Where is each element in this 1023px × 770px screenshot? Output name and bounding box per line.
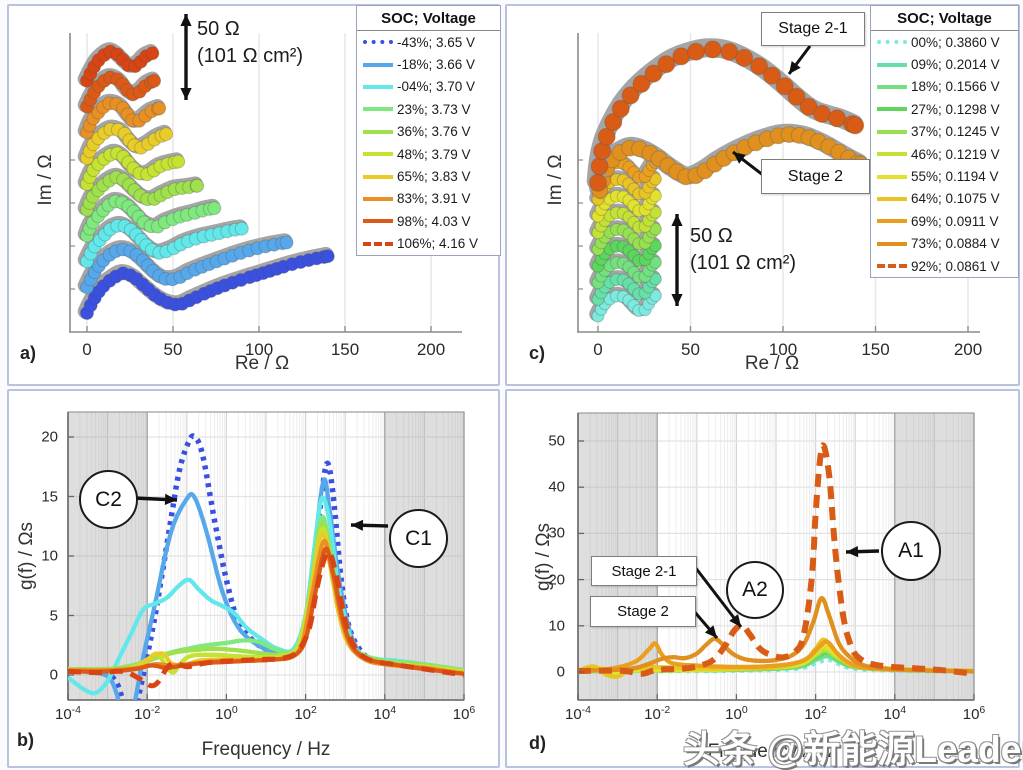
panel-c-xlabel: Re / Ω — [744, 353, 800, 374]
legend-entry-label: 98%; 4.03 V — [397, 213, 471, 229]
legend-line-sample — [877, 152, 907, 157]
panel-d-ylabel: g(f) / Ωs — [533, 522, 554, 592]
legend-entry-label: 18%; 0.1566 V — [911, 79, 1000, 95]
a1-peak-annotation: A1 — [881, 521, 941, 581]
panel-b-xlabel: Frequency / Hz — [201, 739, 331, 760]
legend-entry: 48%; 3.79 V — [357, 143, 500, 165]
legend-line-sample — [363, 84, 393, 89]
panel-a-xlabel: Re / Ω — [234, 353, 290, 374]
stage-2-annotation-box: Stage 2 — [590, 596, 696, 627]
legend-line-sample — [363, 129, 393, 134]
stage-2-annotation-box: Stage 2 — [761, 159, 870, 194]
legend-line-sample — [877, 196, 907, 201]
legend-line-sample — [363, 174, 393, 179]
legend-entry: 73%; 0.0884 V — [871, 233, 1018, 255]
legend-entry: 46%; 0.1219 V — [871, 143, 1018, 165]
legend-entry: -18%; 3.66 V — [357, 53, 500, 75]
legend-line-sample — [363, 241, 393, 246]
legend-line-sample — [877, 62, 907, 67]
legend-entry: -43%; 3.65 V — [357, 31, 500, 53]
legend-entry-label: 83%; 3.91 V — [397, 191, 471, 207]
legend-line-sample — [877, 40, 907, 45]
legend-entry-label: 36%; 3.76 V — [397, 124, 471, 140]
scale-note-line1: 50 Ω — [690, 225, 733, 247]
panel-a-scale-note: 50 Ω (101 Ω cm²) — [197, 16, 303, 70]
legend-line-sample — [363, 219, 393, 224]
legend-title: SOC; Voltage — [357, 6, 500, 31]
legend-entry-label: 55%; 0.1194 V — [911, 169, 999, 185]
legend-entry-label: 73%; 0.0884 V — [911, 236, 1000, 252]
legend-line-sample — [877, 84, 907, 89]
legend-line-sample — [877, 219, 907, 224]
panel-c-letter: c) — [529, 343, 546, 363]
c2-peak-annotation: C2 — [79, 470, 138, 529]
legend-line-sample — [877, 107, 907, 112]
legend-line-sample — [877, 264, 907, 269]
legend-entry-label: 106%; 4.16 V — [397, 236, 479, 252]
scale-note-line1: 50 Ω — [197, 18, 240, 40]
legend-entry-label: -18%; 3.66 V — [397, 57, 476, 73]
panel-d-letter: d) — [529, 733, 546, 753]
legend-entry: 36%; 3.76 V — [357, 121, 500, 143]
legend-line-sample — [363, 40, 393, 45]
legend-entries: -43%; 3.65 V -18%; 3.66 V -04%; 3.70 V 23%;… — [357, 31, 500, 255]
legend-line-sample — [363, 152, 393, 157]
panel-c-ylabel: Im / Ω — [545, 154, 566, 206]
panel-a-ylabel: Im / Ω — [35, 154, 56, 206]
legend-entry-label: 27%; 0.1298 V — [911, 101, 1000, 117]
legend-entry-label: 69%; 0.0911 V — [911, 213, 999, 229]
legend-entry: 37%; 0.1245 V — [871, 121, 1018, 143]
legend-line-sample — [363, 107, 393, 112]
legend-entries: 00%; 0.3860 V 09%; 0.2014 V 18%; 0.1566 V 2… — [871, 31, 1018, 277]
legend-entry: 18%; 0.1566 V — [871, 76, 1018, 98]
legend-entry-label: 23%; 3.73 V — [397, 101, 471, 117]
legend-entry: 69%; 0.0911 V — [871, 210, 1018, 232]
legend-entry: 98%; 4.03 V — [357, 210, 500, 232]
legend-entry: 55%; 0.1194 V — [871, 165, 1018, 187]
legend-line-sample — [877, 241, 907, 246]
legend-entry: 27%; 0.1298 V — [871, 98, 1018, 120]
stage-2-1-annotation-box: Stage 2-1 — [761, 12, 865, 46]
legend-entry-label: 64%; 0.1075 V — [911, 191, 1000, 207]
legend-entry-label: -04%; 3.70 V — [397, 79, 476, 95]
legend-panel-a: SOC; Voltage -43%; 3.65 V -18%; 3.66 V -04… — [356, 5, 501, 256]
legend-entry-label: 00%; 0.3860 V — [911, 34, 1000, 50]
legend-entry-label: 46%; 0.1219 V — [911, 146, 1000, 162]
legend-entry: 106%; 4.16 V — [357, 233, 500, 255]
panel-d-xlabel: Frequency / Hz — [707, 741, 837, 762]
legend-entry: 92%; 0.0861 V — [871, 255, 1018, 277]
panel-a-letter: a) — [20, 343, 37, 363]
legend-entry: -04%; 3.70 V — [357, 76, 500, 98]
legend-entry: 09%; 0.2014 V — [871, 53, 1018, 75]
legend-entry: 23%; 3.73 V — [357, 98, 500, 120]
panel-b-letter: b) — [17, 730, 34, 750]
legend-entry-label: 48%; 3.79 V — [397, 146, 471, 162]
scale-note-line2: (101 Ω cm²) — [197, 45, 304, 67]
legend-panel-c: SOC; Voltage 00%; 0.3860 V 09%; 0.2014 V 1… — [870, 5, 1019, 279]
legend-entry-label: 09%; 0.2014 V — [911, 57, 1000, 73]
legend-line-sample — [877, 129, 907, 134]
a2-peak-annotation: A2 — [726, 561, 784, 619]
panel-b-ylabel: g(f) / Ωs — [16, 521, 37, 591]
legend-entry-label: 65%; 3.83 V — [397, 169, 471, 185]
legend-entry: 65%; 3.83 V — [357, 165, 500, 187]
legend-entry: 83%; 3.91 V — [357, 188, 500, 210]
legend-line-sample — [877, 174, 907, 179]
legend-entry-label: 37%; 0.1245 V — [911, 124, 1000, 140]
legend-line-sample — [363, 62, 393, 67]
watermark-text: 头条 @新能源Leader — [683, 729, 1023, 770]
panel-c-scale-note: 50 Ω (101 Ω cm²) — [690, 223, 796, 277]
legend-entry: 64%; 0.1075 V — [871, 188, 1018, 210]
legend-entry-label: -43%; 3.65 V — [397, 34, 476, 50]
legend-title: SOC; Voltage — [871, 6, 1018, 31]
stage-2-1-annotation-box: Stage 2-1 — [591, 556, 697, 586]
legend-line-sample — [363, 196, 393, 201]
legend-entry: 00%; 0.3860 V — [871, 31, 1018, 53]
legend-entry-label: 92%; 0.0861 V — [911, 258, 1000, 274]
scale-note-line2: (101 Ω cm²) — [690, 252, 797, 274]
c1-peak-annotation: C1 — [389, 509, 448, 568]
